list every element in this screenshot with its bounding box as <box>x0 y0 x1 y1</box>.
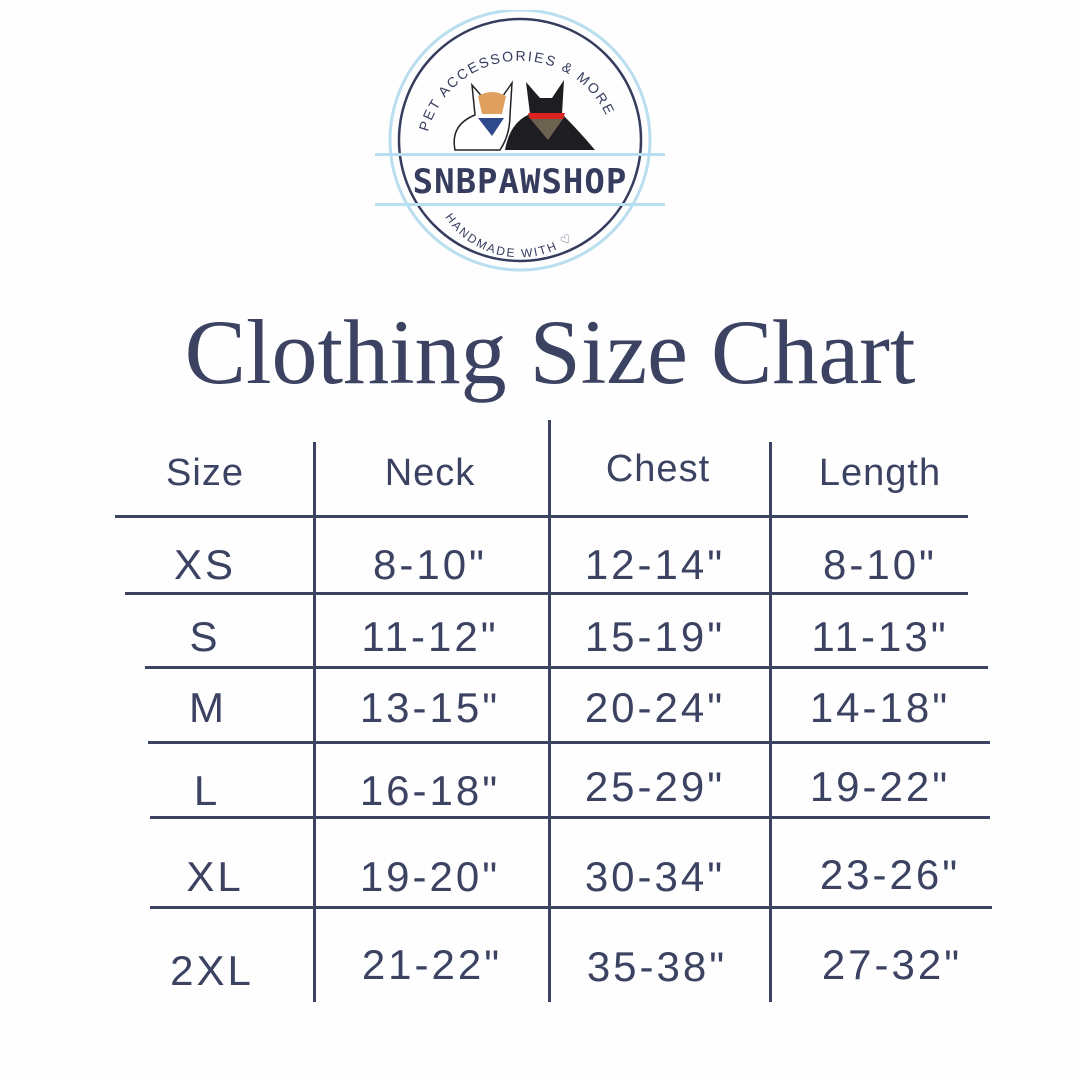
svg-text:PET ACCESSORIES & MORE: PET ACCESSORIES & MORE <box>415 48 618 133</box>
neck-cell: 21-22" <box>361 941 503 988</box>
neck-cell: 11-12" <box>361 613 499 660</box>
chest-cell: 20-24" <box>584 684 726 731</box>
neck-cell: 8-10" <box>373 541 487 588</box>
row-divider <box>145 666 988 669</box>
row-divider <box>115 515 968 518</box>
length-cell: 8-10" <box>823 541 937 588</box>
size-cell: 2XL <box>170 947 254 994</box>
column-divider <box>313 442 316 1002</box>
length-cell: 23-26" <box>819 851 961 898</box>
dogs-illustration-icon <box>453 80 595 151</box>
neck-cell: 19-20" <box>359 853 501 900</box>
size-cell: M <box>189 684 227 731</box>
header-length: Length <box>818 452 942 494</box>
length-cell: 19-22" <box>809 763 951 810</box>
size-cell: XS <box>173 541 237 588</box>
size-cell: S <box>189 613 221 660</box>
svg-text:HANDMADE WITH ♡: HANDMADE WITH ♡ <box>442 210 576 260</box>
chest-cell: 30-34" <box>584 853 726 900</box>
length-cell: 11-13" <box>811 613 949 660</box>
chest-cell: 25-29" <box>584 763 726 810</box>
header-chest: Chest <box>605 448 711 490</box>
snbpawshop-logo: PET ACCESSORIES & MORE SNBPAWSHOP HANDMA… <box>370 8 670 280</box>
column-divider <box>548 420 551 1002</box>
row-divider <box>125 592 968 595</box>
size-cell: XL <box>186 853 244 900</box>
header-neck: Neck <box>384 452 476 494</box>
size-cell: L <box>193 767 221 814</box>
logo-brand: SNBPAWSHOP <box>413 162 628 202</box>
logo-top-arc: PET ACCESSORIES & MORE <box>415 48 616 133</box>
header-size: Size <box>166 452 244 494</box>
length-cell: 27-32" <box>821 941 963 988</box>
row-divider <box>150 816 990 819</box>
chest-cell: 15-19" <box>584 613 726 660</box>
length-cell: 14-18" <box>809 684 951 731</box>
column-divider <box>769 442 772 1002</box>
chest-cell: 12-14" <box>584 541 726 588</box>
neck-cell: 16-18" <box>359 767 501 814</box>
neck-cell: 13-15" <box>359 684 501 731</box>
row-divider <box>150 906 992 909</box>
page-title: Clothing Size Chart <box>184 301 916 403</box>
row-divider <box>148 741 990 744</box>
logo-bottom-arc: HANDMADE WITH ♡ <box>442 210 574 260</box>
chest-cell: 35-38" <box>586 943 728 990</box>
